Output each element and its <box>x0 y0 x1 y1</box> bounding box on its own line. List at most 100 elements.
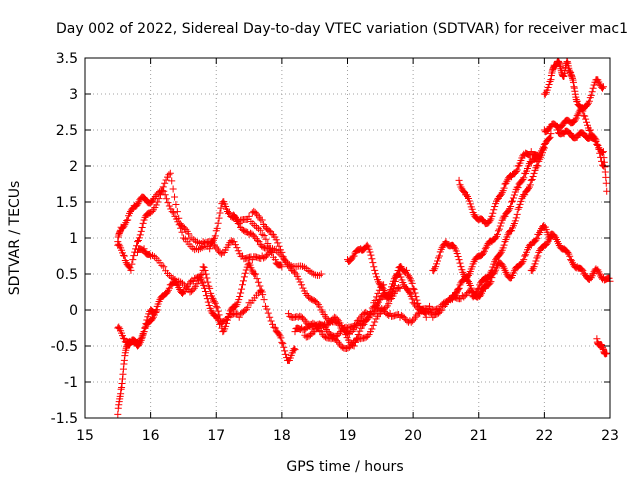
data-point <box>405 288 413 296</box>
data-point <box>451 291 459 299</box>
data-point <box>239 281 246 289</box>
data-point <box>382 304 390 312</box>
series-track-23 <box>593 335 611 358</box>
data-point <box>514 184 522 192</box>
data-point <box>278 248 286 256</box>
data-point <box>512 168 520 176</box>
data-point <box>586 126 594 134</box>
data-point <box>373 302 381 310</box>
data-point <box>199 263 207 271</box>
data-point <box>236 293 244 301</box>
y-tick-label: 3.5 <box>56 51 78 67</box>
data-point <box>160 263 168 271</box>
data-point <box>521 252 529 260</box>
x-tick-label: 22 <box>535 428 553 444</box>
x-tick-label: 16 <box>142 428 160 444</box>
data-point <box>278 338 286 346</box>
data-point <box>534 252 542 260</box>
data-point <box>434 257 441 265</box>
data-point <box>374 289 382 297</box>
data-point <box>408 295 416 303</box>
data-point <box>534 162 542 170</box>
data-point <box>222 322 230 330</box>
data-point <box>240 273 248 281</box>
data-point <box>545 135 553 143</box>
data-point <box>436 308 444 316</box>
data-point <box>433 260 441 268</box>
data-point <box>300 263 308 271</box>
data-point <box>585 97 593 105</box>
data-point <box>164 199 172 207</box>
x-tick-label: 23 <box>601 428 619 444</box>
data-point <box>408 279 416 287</box>
data-point <box>267 317 275 325</box>
data-point <box>409 317 417 325</box>
data-point <box>216 209 224 217</box>
data-point <box>410 285 418 293</box>
data-point <box>224 316 231 324</box>
y-tick-label: -1.5 <box>51 411 78 427</box>
data-point <box>237 289 245 297</box>
data-point <box>259 291 267 299</box>
x-tick-label: 15 <box>76 428 94 444</box>
data-point <box>467 284 475 292</box>
data-point <box>468 263 476 271</box>
data-point <box>166 169 174 177</box>
y-axis-label: SDTVAR / TECUs <box>7 181 23 296</box>
data-point <box>245 212 253 220</box>
data-point <box>120 252 128 260</box>
data-point <box>316 303 324 311</box>
data-point <box>464 271 472 279</box>
data-point <box>430 267 438 275</box>
data-point <box>175 214 183 222</box>
series-track-13 <box>370 270 476 321</box>
data-point <box>285 263 293 271</box>
data-point <box>546 133 554 141</box>
data-point <box>545 81 553 89</box>
data-point <box>388 283 396 291</box>
data-point <box>395 283 403 291</box>
data-point <box>139 219 147 227</box>
data-point <box>396 270 404 278</box>
data-point <box>204 298 212 306</box>
data-point <box>200 263 208 271</box>
data-point <box>120 335 128 343</box>
data-point <box>396 284 404 292</box>
data-point <box>544 84 552 92</box>
data-point <box>281 347 289 355</box>
data-point <box>581 112 589 120</box>
data-point <box>152 306 160 314</box>
data-point <box>363 310 371 318</box>
data-point <box>491 202 499 210</box>
data-point <box>213 304 221 312</box>
data-point <box>599 148 607 156</box>
data-point <box>201 267 209 275</box>
data-point <box>507 203 515 211</box>
data-point <box>464 278 472 286</box>
y-tick-label: 2.5 <box>56 123 78 139</box>
data-point <box>275 330 283 338</box>
data-point <box>512 214 520 222</box>
data-point <box>578 265 586 273</box>
data-point <box>457 263 465 271</box>
data-point <box>605 274 613 282</box>
data-point <box>603 349 611 357</box>
data-point <box>496 222 504 230</box>
x-tick-label: 17 <box>207 428 225 444</box>
data-point <box>353 334 361 342</box>
data-point <box>371 266 379 274</box>
data-point <box>200 281 208 289</box>
data-point <box>379 285 387 293</box>
data-point <box>516 200 524 208</box>
data-point <box>350 342 358 350</box>
data-point <box>342 331 350 339</box>
data-point <box>481 281 489 289</box>
data-point <box>258 230 266 238</box>
data-point <box>254 225 262 233</box>
data-point <box>385 300 393 308</box>
x-tick-label: 20 <box>404 428 422 444</box>
data-point <box>453 250 461 258</box>
data-point <box>526 181 534 189</box>
data-point <box>532 257 540 265</box>
data-point <box>225 209 233 217</box>
